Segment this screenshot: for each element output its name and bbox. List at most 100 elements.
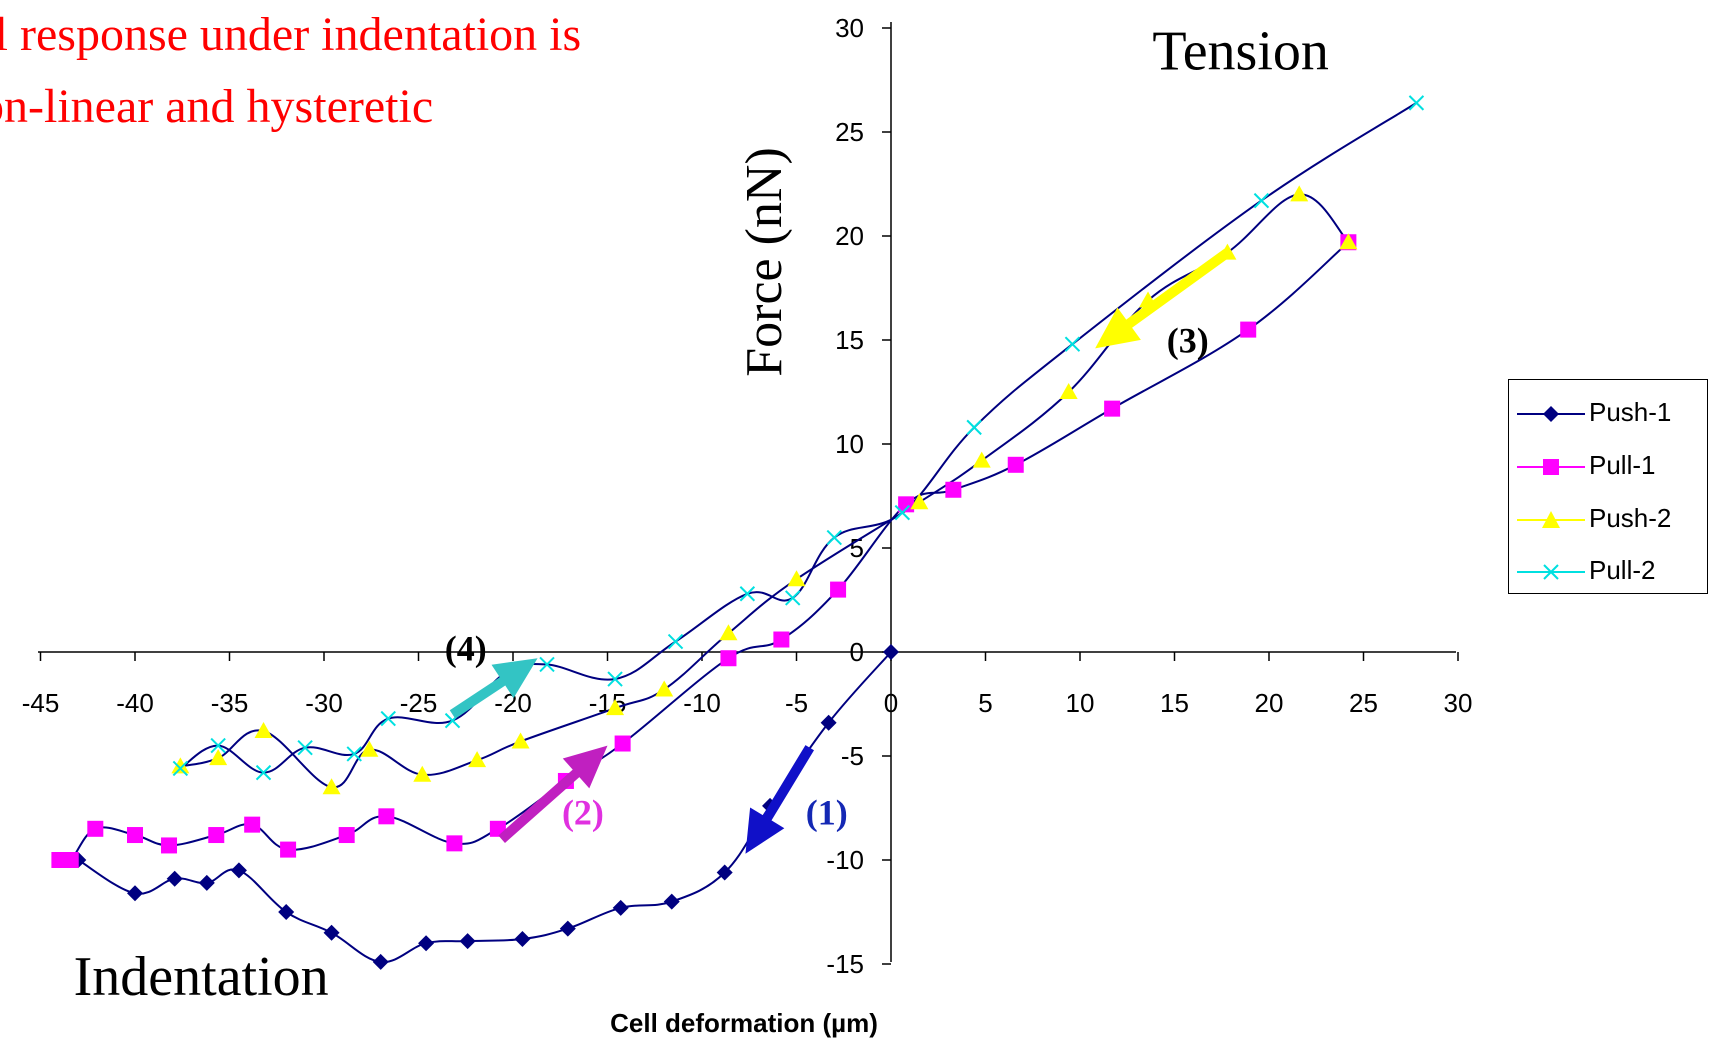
y-tick-label: 15 <box>835 325 864 355</box>
data-point-push-1 <box>716 864 733 881</box>
data-point-push-2 <box>910 493 929 510</box>
data-point-pull-2 <box>739 586 756 602</box>
data-point-push-1 <box>663 893 680 910</box>
data-point-pull-1 <box>945 481 962 498</box>
data-point-push-2 <box>413 765 432 782</box>
data-point-push-2 <box>171 757 190 774</box>
data-point-push-1 <box>514 931 531 948</box>
annotations: Tension Indentation (1) (2) (3) (4) <box>74 21 1329 1009</box>
data-point-push-1 <box>127 885 143 902</box>
x-tick-labels: -45 -40 -35 -30 -25 -20 -15 -10 -5 0 5 10 15 20 25 30 <box>22 688 1473 718</box>
data-point-pull-1 <box>378 808 395 825</box>
arrow-1 <box>745 745 815 854</box>
legend-label-pull-1: Pull-1 <box>1589 450 1656 480</box>
data-point-push-2 <box>1290 185 1309 202</box>
data-point-push-2 <box>322 778 341 795</box>
data-point-pull-1 <box>898 496 915 513</box>
data-point-push-2 <box>468 751 487 768</box>
data-point-pull-2 <box>785 590 801 606</box>
data-point-pull-2 <box>380 710 396 727</box>
data-point-pull-1 <box>280 841 297 858</box>
arrow-2 <box>498 745 608 843</box>
data-point-push-1 <box>820 714 837 731</box>
data-point-pull-1 <box>773 631 790 648</box>
x-tick-label: 5 <box>978 688 992 718</box>
data-point-pull-1 <box>720 650 737 667</box>
y-tick-label: 5 <box>850 533 864 563</box>
x-tick-label: 30 <box>1444 688 1473 718</box>
data-point-pull-1 <box>446 835 463 852</box>
annotation-3: (3) <box>1167 320 1209 360</box>
data-point-push-1 <box>612 899 629 916</box>
legend-item-pull-1: Pull-1 <box>1509 447 1709 487</box>
data-point-pull-2 <box>255 764 272 781</box>
x-axis-title: Cell deformation (µm) <box>610 1008 878 1038</box>
data-point-pull-1 <box>830 581 847 598</box>
data-point-pull-1 <box>1104 400 1121 417</box>
headline-line-1: ell response under indentation is <box>0 8 581 61</box>
y-tick-marks <box>882 27 891 965</box>
data-point-push-1 <box>278 904 295 920</box>
data-point-push-2 <box>209 749 228 766</box>
y-tick-labels: -15 -10 -5 0 5 10 15 20 25 30 <box>826 13 864 979</box>
annotation-4: (4) <box>445 628 487 668</box>
data-point-push-1 <box>372 953 389 970</box>
data-point-push-1 <box>166 870 183 887</box>
data-point-pull-1 <box>338 827 355 844</box>
data-point-push-2 <box>972 451 991 468</box>
legend-label-push-1: Push-1 <box>1589 397 1672 427</box>
data-point-push-2 <box>655 680 674 697</box>
series-line-pull-2 <box>179 102 1417 774</box>
data-point-pull-2 <box>346 746 362 762</box>
legend-label-pull-2: Pull-2 <box>1589 555 1656 585</box>
legend-label-push-2: Push-2 <box>1589 503 1672 533</box>
y-axis-title: Force (nN) <box>736 147 793 377</box>
x-tick-label: -45 <box>22 688 60 718</box>
data-point-pull-2 <box>607 671 623 687</box>
data-point-pull-2 <box>172 760 189 777</box>
data-point-pull-1 <box>51 852 68 868</box>
legend-item-push-2: Push-2 <box>1509 500 1709 540</box>
data-point-pull-2 <box>894 504 911 521</box>
data-point-pull-1 <box>244 816 261 833</box>
x-tick-label: -30 <box>305 688 343 718</box>
data-point-push-1 <box>559 920 576 937</box>
data-point-pull-1 <box>161 837 178 854</box>
data-point-push-1 <box>323 924 340 941</box>
y-tick-label: 0 <box>850 637 864 667</box>
data-point-push-1 <box>198 874 215 891</box>
headline-line-2: on-linear and hysteretic <box>0 80 433 133</box>
x-tick-label: -10 <box>683 688 721 718</box>
data-point-push-2 <box>254 722 273 739</box>
data-point-pull-1 <box>127 827 143 844</box>
arrow-3 <box>1095 248 1231 349</box>
data-point-pull-2 <box>1408 95 1425 111</box>
data-point-push-1 <box>459 933 476 950</box>
legend: Push-1 Pull-1 Push-2 Pull-2 <box>1508 379 1708 594</box>
y-tick-label: 20 <box>835 221 864 251</box>
legend-item-pull-2: Pull-2 <box>1509 552 1709 592</box>
data-point-pull-2 <box>667 633 684 650</box>
y-tick-label: 10 <box>835 429 864 459</box>
data-point-push-2 <box>360 740 379 757</box>
x-tick-label: 20 <box>1255 688 1284 718</box>
annotation-arrows <box>449 248 1231 854</box>
legend-swatch-push-1 <box>1517 406 1585 422</box>
x-tick-label: 15 <box>1160 688 1189 718</box>
data-point-pull-1 <box>1240 321 1257 338</box>
data-point-push-2 <box>1339 233 1358 250</box>
data-point-push-2 <box>787 570 806 587</box>
legend-item-push-1: Push-1 <box>1509 394 1709 434</box>
data-point-pull-2 <box>1253 192 1270 209</box>
data-point-push-2 <box>719 624 738 641</box>
x-tick-label: 10 <box>1066 688 1095 718</box>
arrow-4 <box>449 658 538 719</box>
data-point-pull-2 <box>210 737 226 754</box>
data-point-push-2 <box>606 699 625 716</box>
annotation-indentation: Indentation <box>74 946 329 1008</box>
data-point-pull-1 <box>208 827 225 844</box>
annotation-tension: Tension <box>1152 21 1329 83</box>
x-tick-marks <box>39 652 1459 661</box>
annotation-1: (1) <box>806 793 848 833</box>
